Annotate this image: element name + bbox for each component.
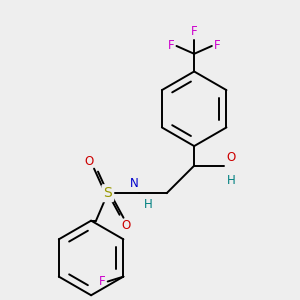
Text: S: S bbox=[103, 186, 112, 200]
Text: N: N bbox=[130, 177, 138, 190]
Text: F: F bbox=[214, 40, 220, 52]
Text: O: O bbox=[226, 151, 236, 164]
Text: F: F bbox=[191, 25, 197, 38]
Text: O: O bbox=[122, 219, 131, 232]
Text: H: H bbox=[144, 198, 153, 211]
Text: O: O bbox=[85, 155, 94, 168]
Text: F: F bbox=[99, 275, 106, 288]
Text: F: F bbox=[168, 40, 175, 52]
Text: H: H bbox=[226, 174, 235, 187]
